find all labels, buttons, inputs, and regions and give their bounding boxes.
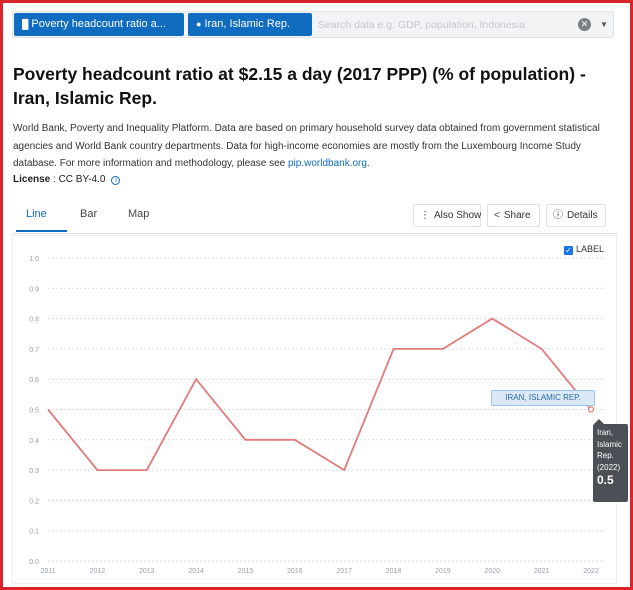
info-icon[interactable]: i	[111, 176, 121, 185]
share-label: Share	[503, 210, 531, 221]
description-text: World Bank, Poverty and Inequality Platf…	[13, 123, 600, 169]
y-tick-label: 1.0	[29, 256, 39, 263]
tab-map[interactable]: Map	[128, 208, 150, 220]
x-tick-label: 2016	[287, 568, 303, 575]
x-tick-label: 2014	[188, 568, 204, 575]
x-tick-label: 2019	[435, 568, 451, 575]
series-line	[47, 317, 592, 472]
details-button[interactable]: ⓘ Details	[546, 204, 606, 227]
label-toggle[interactable]: ✓ LABEL	[564, 244, 604, 255]
y-tick-label: 0.5	[29, 408, 39, 415]
y-tick-label: 0.2	[29, 498, 39, 505]
chevron-down-icon[interactable]: ▼	[600, 20, 608, 29]
y-tick-label: 0.6	[29, 377, 39, 384]
view-tabs: Line Bar Map ⋮ Also Show < Share ⓘ Details	[12, 199, 617, 234]
checkbox-checked-icon[interactable]: ✓	[564, 246, 573, 255]
share-icon: <	[494, 210, 500, 221]
y-tick-label: 0.9	[29, 286, 39, 293]
x-tick-label: 2021	[534, 568, 550, 575]
share-button[interactable]: < Share	[487, 204, 540, 227]
location-pin-icon: ●	[196, 19, 202, 29]
country-chip[interactable]: ● Iran, Islamic Rep.	[188, 13, 312, 36]
tooltip-country: Iran, Islamic Rep.	[597, 428, 622, 460]
tab-line[interactable]: Line	[16, 208, 67, 232]
license-label: License	[13, 174, 51, 185]
x-tick-label: 2012	[90, 568, 106, 575]
page-title: Poverty headcount ratio at $2.15 a day (…	[13, 64, 586, 108]
x-tick-label: 2017	[336, 568, 352, 575]
also-show-button[interactable]: ⋮ Also Show	[413, 204, 481, 227]
series-label: IRAN, ISLAMIC REP.	[491, 390, 595, 406]
y-tick-label: 0.4	[29, 438, 39, 445]
country-chip-label: Iran, Islamic Rep.	[204, 18, 291, 30]
x-tick-label: 2020	[484, 568, 500, 575]
bar-chart-icon: █	[22, 19, 29, 29]
details-label: Details	[567, 210, 598, 221]
indicator-chip[interactable]: █ Poverty headcount ratio a...	[14, 13, 184, 36]
chart-tooltip: Iran, Islamic Rep. (2022) 0.5	[593, 419, 628, 502]
x-tick-label: 2022	[583, 568, 599, 575]
line-chart: 0.0 0.1 0.2 0.3 0.4 0.5 0.6 0.7 0.8 0.9 1.0 2011 201…	[29, 256, 605, 575]
label-toggle-text: LABEL	[576, 244, 605, 254]
search-bar: █ Poverty headcount ratio a... ● Iran, Isl…	[12, 11, 614, 38]
source-link[interactable]: pip.worldbank.org	[287, 158, 367, 169]
also-show-label: Also Show	[434, 210, 482, 221]
x-tick-label: 2013	[139, 568, 155, 575]
indicator-description: World Bank, Poverty and Inequality Platf…	[13, 120, 613, 173]
tab-bar[interactable]: Bar	[80, 208, 98, 220]
license-line: License : CC BY-4.0 i	[13, 174, 121, 185]
description-end: .	[366, 158, 370, 169]
data-point	[587, 406, 595, 413]
tooltip-value: 0.5	[597, 473, 614, 487]
info-circle-icon: ⓘ	[553, 210, 563, 221]
x-tick-label: 2018	[386, 568, 402, 575]
chart-panel: ✓ LABEL 0.0 0.1 0.2 0.3 0.4 0.5 0.6 0.7 0.8 0.9 1.0…	[12, 235, 628, 584]
license-value: : CC BY-4.0	[53, 174, 106, 185]
indicator-chip-label: Poverty headcount ratio a...	[31, 18, 166, 30]
y-tick-label: 0.0	[29, 559, 39, 566]
x-tick-label: 2015	[238, 568, 254, 575]
search-input[interactable]	[318, 15, 573, 35]
x-tick-label: 2011	[40, 568, 55, 575]
y-tick-label: 0.8	[29, 317, 39, 324]
close-icon[interactable]: ✕	[578, 18, 591, 31]
y-tick-label: 0.7	[29, 347, 39, 354]
tooltip-year: (2022)	[597, 462, 621, 472]
y-tick-label: 0.1	[29, 529, 39, 536]
more-vertical-icon: ⋮	[420, 210, 430, 221]
y-tick-label: 0.3	[29, 468, 39, 475]
